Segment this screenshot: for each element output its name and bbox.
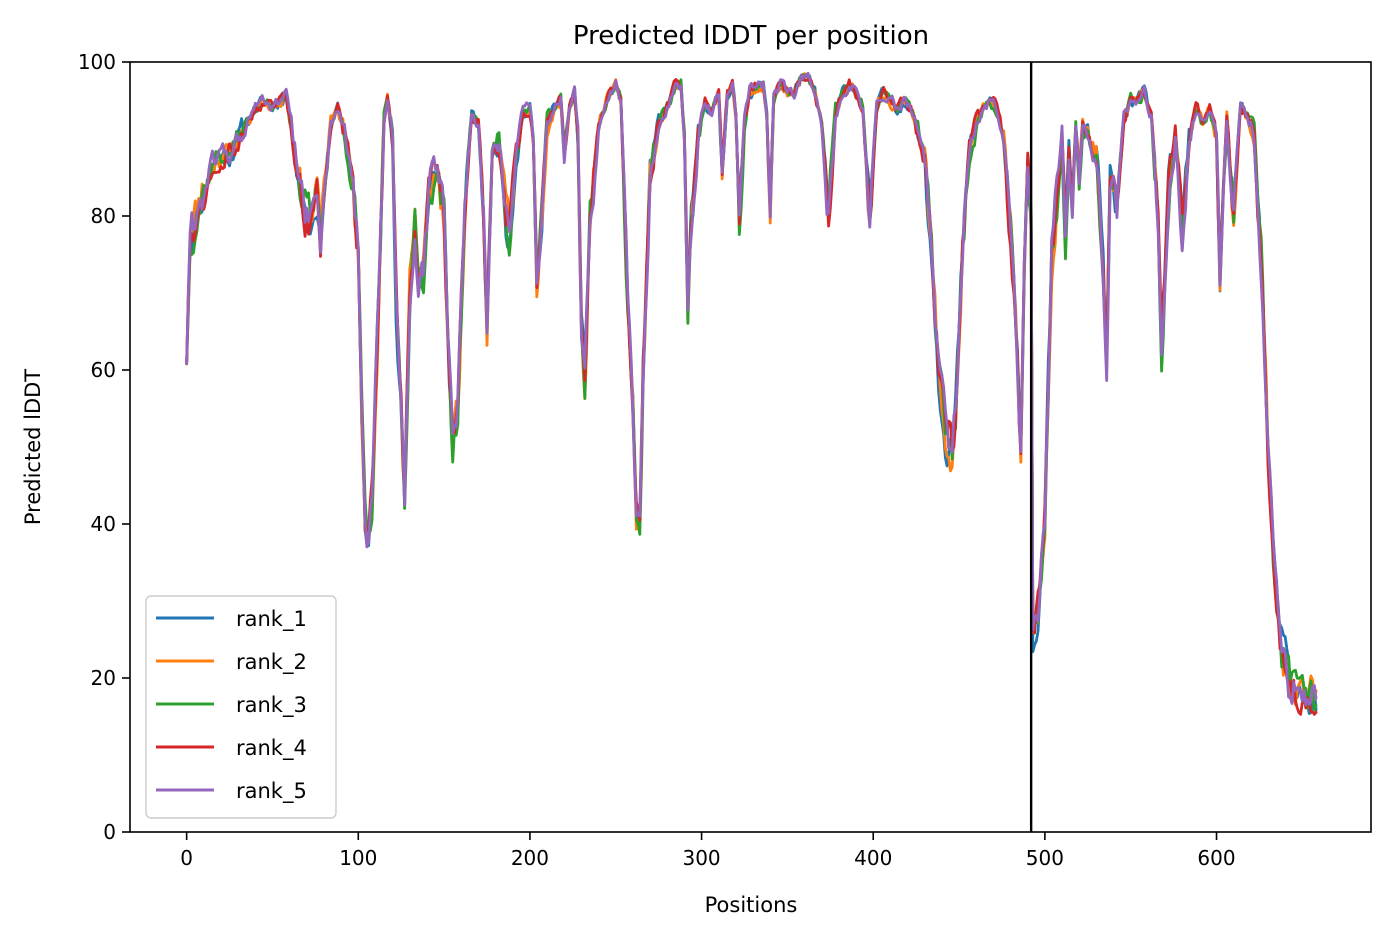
legend-label-rank-3: rank_3 — [236, 693, 307, 718]
series-line-rank-2 — [185, 72, 1318, 707]
plot-frame — [129, 61, 1372, 833]
y-axis: 0 20 40 60 80 100 — [78, 50, 130, 844]
y-tick-label: 40 — [91, 512, 116, 536]
series-layer — [185, 71, 1318, 716]
legend-label-rank-1: rank_1 — [236, 607, 307, 632]
series-line-rank-3 — [185, 72, 1318, 712]
x-axis: 0 100 200 300 400 500 600 — [180, 832, 1236, 870]
legend: rank_1 rank_2 rank_3 rank_4 rank_5 — [145, 595, 337, 819]
x-tick-label: 300 — [682, 846, 720, 870]
series-line-rank-4 — [185, 73, 1318, 716]
y-tick-label: 60 — [91, 358, 116, 382]
y-tick-label: 0 — [103, 820, 116, 844]
x-tick-label: 600 — [1197, 846, 1235, 870]
y-axis-title: Predicted lDDT — [21, 369, 45, 525]
x-tick-label: 500 — [1026, 846, 1064, 870]
x-tick-label: 200 — [511, 846, 549, 870]
legend-label-rank-4: rank_4 — [236, 736, 307, 761]
x-tick-label: 100 — [339, 846, 377, 870]
x-axis-title: Positions — [705, 893, 798, 917]
y-tick-label: 20 — [91, 666, 116, 690]
x-tick-label: 0 — [180, 846, 193, 870]
legend-box — [145, 595, 337, 819]
y-tick-label: 100 — [78, 50, 116, 74]
legend-label-rank-2: rank_2 — [236, 650, 307, 675]
legend-label-rank-5: rank_5 — [236, 779, 307, 804]
x-tick-label: 400 — [854, 846, 892, 870]
series-line-rank-5 — [185, 71, 1318, 707]
chart-title: Predicted lDDT per position — [573, 21, 929, 51]
y-tick-label: 80 — [91, 204, 116, 228]
series-line-rank-1 — [185, 73, 1318, 715]
